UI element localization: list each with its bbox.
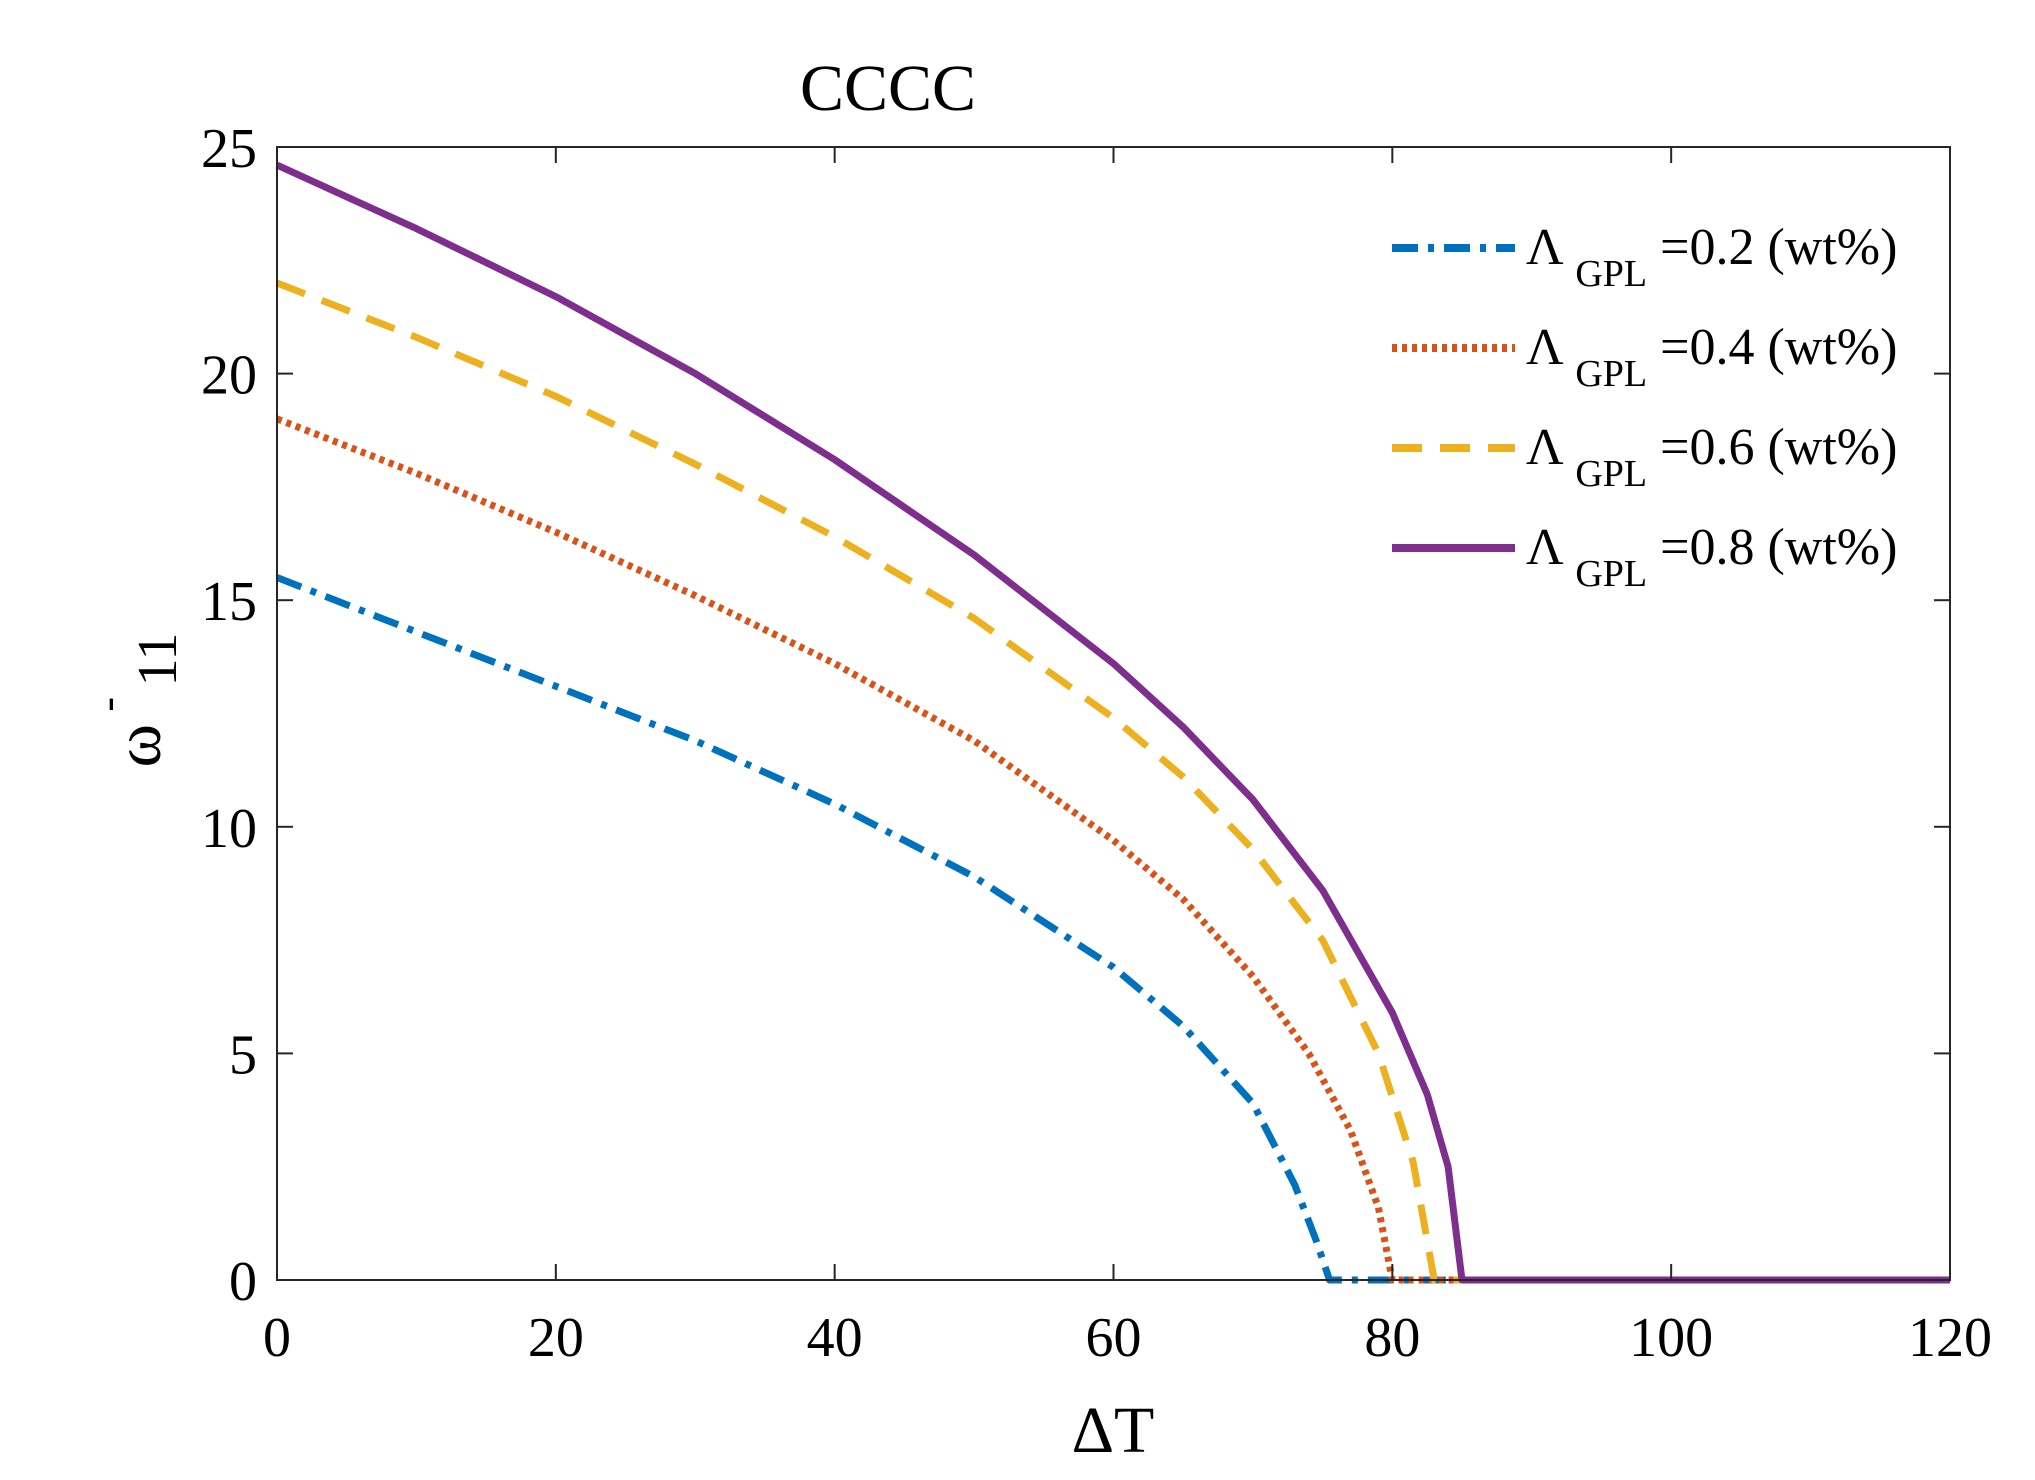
legend-label-sub-2: GPL	[1575, 453, 1647, 495]
y-axis: 0 5 10 15 20 25	[201, 118, 1950, 1313]
legend-label-sub-0: GPL	[1575, 253, 1647, 295]
legend-label-rest-1: =0.4 (wt%)	[1660, 319, 1897, 376]
legend-item-2: Λ GPL =0.6 (wt%)	[1392, 419, 1897, 498]
x-tick-label-3: 60	[1086, 1307, 1142, 1369]
x-tick-label-4: 80	[1364, 1307, 1420, 1369]
y-tick-label-0: 0	[229, 1251, 257, 1313]
legend-label-rest-2: =0.6 (wt%)	[1660, 419, 1897, 476]
y-tick-label-5: 25	[201, 118, 257, 180]
legend-label-lambda-2: Λ	[1526, 419, 1564, 476]
legend-label-lambda-0: Λ	[1526, 219, 1564, 276]
legend: Λ GPL =0.2 (wt%) Λ GPL =0.4 (wt%) Λ GPL …	[1370, 205, 1915, 600]
y-tick-label-1: 5	[229, 1024, 257, 1086]
chart-title: CCCC	[800, 52, 976, 125]
y-axis-label-bar: -	[83, 697, 132, 712]
y-tick-label-3: 15	[201, 571, 257, 633]
series-line-0	[275, 574, 1950, 1284]
svg-text:Λ GPL =0.6 (wt: Λ GPL =0.6 (wt%)	[1526, 419, 1897, 498]
x-tick-label-5: 100	[1629, 1307, 1713, 1369]
legend-label-sub-1: GPL	[1575, 353, 1647, 395]
x-tick-label-6: 120	[1908, 1307, 1992, 1369]
svg-text:ω - 11: ω - 11	[64, 632, 189, 767]
legend-label-lambda-3: Λ	[1526, 519, 1564, 576]
x-tick-label-0: 0	[263, 1307, 291, 1369]
legend-item-0: Λ GPL =0.2 (wt%)	[1392, 219, 1897, 298]
legend-box	[1370, 205, 1915, 600]
y-axis-label-symbol: ω	[102, 724, 175, 767]
legend-label-lambda-1: Λ	[1526, 319, 1564, 376]
series-line-3	[275, 161, 1950, 1284]
legend-label-sub-3: GPL	[1575, 553, 1647, 595]
x-axis-label: ΔT	[1072, 1394, 1155, 1467]
x-axis: 0 20 40 60 80 100 120	[263, 147, 1992, 1369]
legend-label-rest-3: =0.8 (wt%)	[1660, 519, 1897, 576]
svg-text:Λ GPL =0.8 (wt: Λ GPL =0.8 (wt%)	[1526, 519, 1897, 598]
x-tick-label-1: 20	[528, 1307, 584, 1369]
plot-lines	[275, 161, 1950, 1284]
legend-label-rest-0: =0.2 (wt%)	[1660, 219, 1897, 276]
y-axis-label: ω - 11	[64, 632, 189, 767]
y-tick-label-2: 10	[201, 798, 257, 860]
svg-text:Λ GPL =0.2 (wt: Λ GPL =0.2 (wt%)	[1526, 219, 1897, 298]
y-axis-label-subscript: 11	[127, 632, 189, 686]
svg-text:Λ GPL =0.4 (wt: Λ GPL =0.4 (wt%)	[1526, 319, 1897, 398]
legend-item-1: Λ GPL =0.4 (wt%)	[1392, 319, 1897, 398]
legend-item-3: Λ GPL =0.8 (wt%)	[1392, 519, 1897, 598]
y-tick-label-4: 20	[201, 345, 257, 407]
x-tick-label-2: 40	[807, 1307, 863, 1369]
